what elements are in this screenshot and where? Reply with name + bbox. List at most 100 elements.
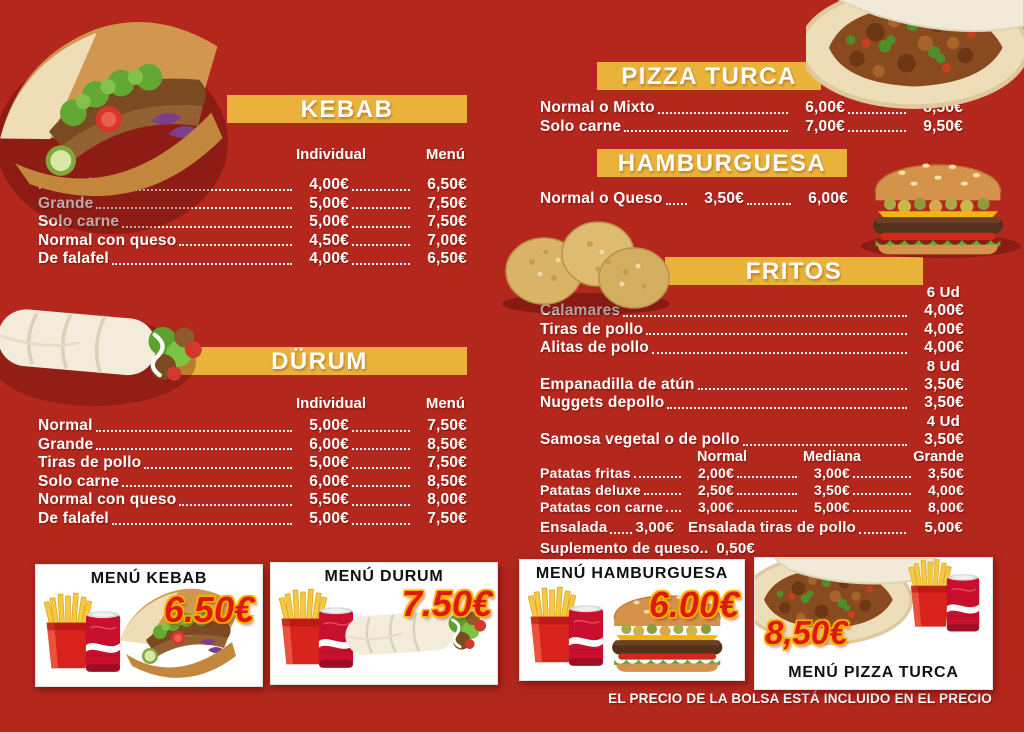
dot-leader [666, 510, 681, 512]
hamburguesa-price-table: Normal o Queso 3,50€ 6,00€ [540, 190, 848, 209]
menu-item-row: Grande 5,00€ 7,50€ [38, 195, 467, 214]
menu-item-row: Alitas de pollo 4,00€ [540, 339, 964, 357]
menu-item-row: Solo carne 7,00€ 9,50€ [540, 118, 963, 137]
item-name: Grande [38, 195, 93, 213]
menu-item-row: Samosa vegetal o de pollo 3,50€ [540, 431, 964, 449]
item-price: 3,00€ [635, 519, 675, 536]
dot-leader [352, 225, 410, 228]
item-price: 4,00€ [924, 339, 964, 357]
fritos-unit-header: 8 Ud [926, 357, 960, 375]
item-price-individual: 4,00€ [309, 250, 349, 268]
durum-price-table: Normal 5,00€ 7,50€ Grande 6,00€ 8,50€ Tiras … [38, 417, 467, 529]
item-price-normal: 2,50€ [697, 482, 734, 498]
patatas-price-table: Patatas fritas 2,00€ 3,00€ 3,50€ Patatas de… [540, 465, 964, 516]
item-price-menu: 7,50€ [427, 194, 467, 212]
item-price-individual: 4,50€ [309, 231, 349, 249]
item-price-menu: 7,50€ [427, 417, 467, 434]
menu-item-row: Nuggets depollo 3,50€ [540, 394, 964, 412]
item-name: Patatas deluxe [540, 482, 641, 498]
combo-title: MENÚ DURUM [324, 568, 444, 585]
dot-leader [352, 207, 410, 210]
pizza-turca-photo [806, 0, 1024, 120]
item-price-individual: 5,00€ [309, 417, 349, 434]
column-header-mediana: Mediana [802, 449, 861, 465]
section-banner-fritos: FRITOS [665, 257, 923, 285]
combo-menu-pizza-turca: MENÚ PIZZA TURCA 8,50€ [754, 557, 993, 690]
fritos-unit-header: 6 Ud [926, 284, 960, 301]
dot-leader [610, 531, 633, 534]
item-price: 3,50€ [924, 431, 964, 449]
fritos-unit-header: 4 Ud [926, 412, 960, 430]
combo-title: MENÚ HAMBURGUESA [535, 565, 729, 582]
dot-leader [352, 522, 410, 525]
menu-item-row: Normal con queso 4,50€ 7,00€ [38, 232, 467, 251]
item-name: De falafel [38, 250, 109, 268]
dot-leader [179, 503, 292, 506]
item-name: Solo carne [38, 213, 119, 231]
menu-item-row: Normal o Queso 3,50€ 6,00€ [540, 190, 848, 209]
item-price-individual: 5,50€ [309, 491, 349, 509]
item-name: Tiras de pollo [540, 320, 644, 338]
fritos-price-table: 6 Ud Calamares4,00€ Tiras de pollo4,00€ … [540, 284, 964, 450]
dot-leader [352, 429, 410, 432]
menu-item-row: Calamares 4,00€ [540, 302, 964, 320]
dot-leader [352, 466, 410, 469]
item-name: Patatas fritas [540, 465, 631, 481]
column-header-individual: Individual [296, 146, 367, 163]
combo-price: 6.00€ [648, 584, 739, 625]
section-banner-hamburguesa: HAMBURGUESA [597, 149, 847, 177]
item-price-menu: 7,50€ [427, 454, 467, 472]
menu-item-row: Patatas con carne 3,00€ 5,00€ 8,00€ [540, 499, 964, 516]
column-header-individual: Individual [296, 395, 367, 412]
item-price-mediana: 3,00€ [813, 465, 850, 481]
item-name: Ensalada tiras de pollo [688, 519, 856, 536]
item-name: Tiras de pollo [38, 454, 142, 472]
column-header-menu: Menú [425, 146, 465, 163]
patatas-column-headers: Normal Mediana Grande [540, 449, 964, 465]
item-name: Alitas de pollo [540, 339, 649, 357]
suplemento-row: Suplemento de queso.. 0,50€ [540, 540, 963, 559]
dot-leader [352, 485, 410, 488]
item-name: Solo carne [540, 117, 622, 135]
item-price-normal: 2,00€ [697, 465, 734, 481]
menu-item-row: Grande 6,00€ 8,50€ [38, 436, 467, 455]
item-price-individual: 3,50€ [704, 190, 744, 207]
dot-leader [651, 351, 907, 354]
dot-leader [111, 522, 292, 525]
item-price-menu: 6,50€ [427, 250, 467, 268]
menu-item-row: Patatas fritas 2,00€ 3,00€ 3,50€ [540, 465, 964, 482]
dot-leader [853, 510, 911, 512]
menu-item-row: Suplemento de queso.. 0,50€ [540, 540, 963, 559]
dot-leader [853, 493, 911, 495]
item-name: De falafel [38, 509, 109, 527]
item-price: 4,00€ [924, 302, 964, 320]
durum-column-headers: Individual Menú [38, 395, 467, 413]
combo-pizza-turca-photo [755, 558, 980, 646]
item-price-individual: 5,00€ [309, 213, 349, 231]
menu-item-row: Patatas deluxe 2,50€ 3,50€ 4,00€ [540, 482, 964, 499]
dot-leader [742, 443, 907, 446]
item-name: Patatas con carne [540, 499, 664, 515]
dot-leader [747, 202, 791, 205]
column-header-menu: Menú [425, 395, 465, 412]
item-price: 3,50€ [924, 394, 964, 412]
item-name: Nuggets depollo [540, 394, 665, 412]
column-header-grande: Grande [913, 449, 964, 465]
kebab-sandwich-photo [0, 10, 236, 234]
ensalada-row: Ensalada 3,00€ Ensalada tiras de pollo 5,00… [540, 519, 963, 538]
item-name: Normal con queso [38, 231, 177, 249]
pizza-turca-price-table: Normal o Mixto 6,00€ 8,50€ Solo carne 7,00€… [540, 99, 963, 136]
item-price: 0,50€ [716, 540, 755, 557]
column-header-normal: Normal [697, 449, 747, 465]
dot-leader [657, 111, 788, 114]
menu-item-row: Solo carne 6,00€ 8,50€ [38, 473, 467, 492]
item-price-individual: 6,00€ [309, 472, 349, 490]
dot-leader [848, 130, 906, 133]
dot-leader [737, 476, 797, 478]
item-name: Ensalada [540, 519, 608, 536]
menu-item-row: Ensalada 3,00€ Ensalada tiras de pollo 5,00… [540, 519, 963, 538]
dot-leader [633, 476, 681, 478]
item-price-individual: 6,00€ [805, 99, 845, 116]
dot-leader [352, 244, 410, 247]
fried-croquettes-photo [502, 221, 670, 315]
